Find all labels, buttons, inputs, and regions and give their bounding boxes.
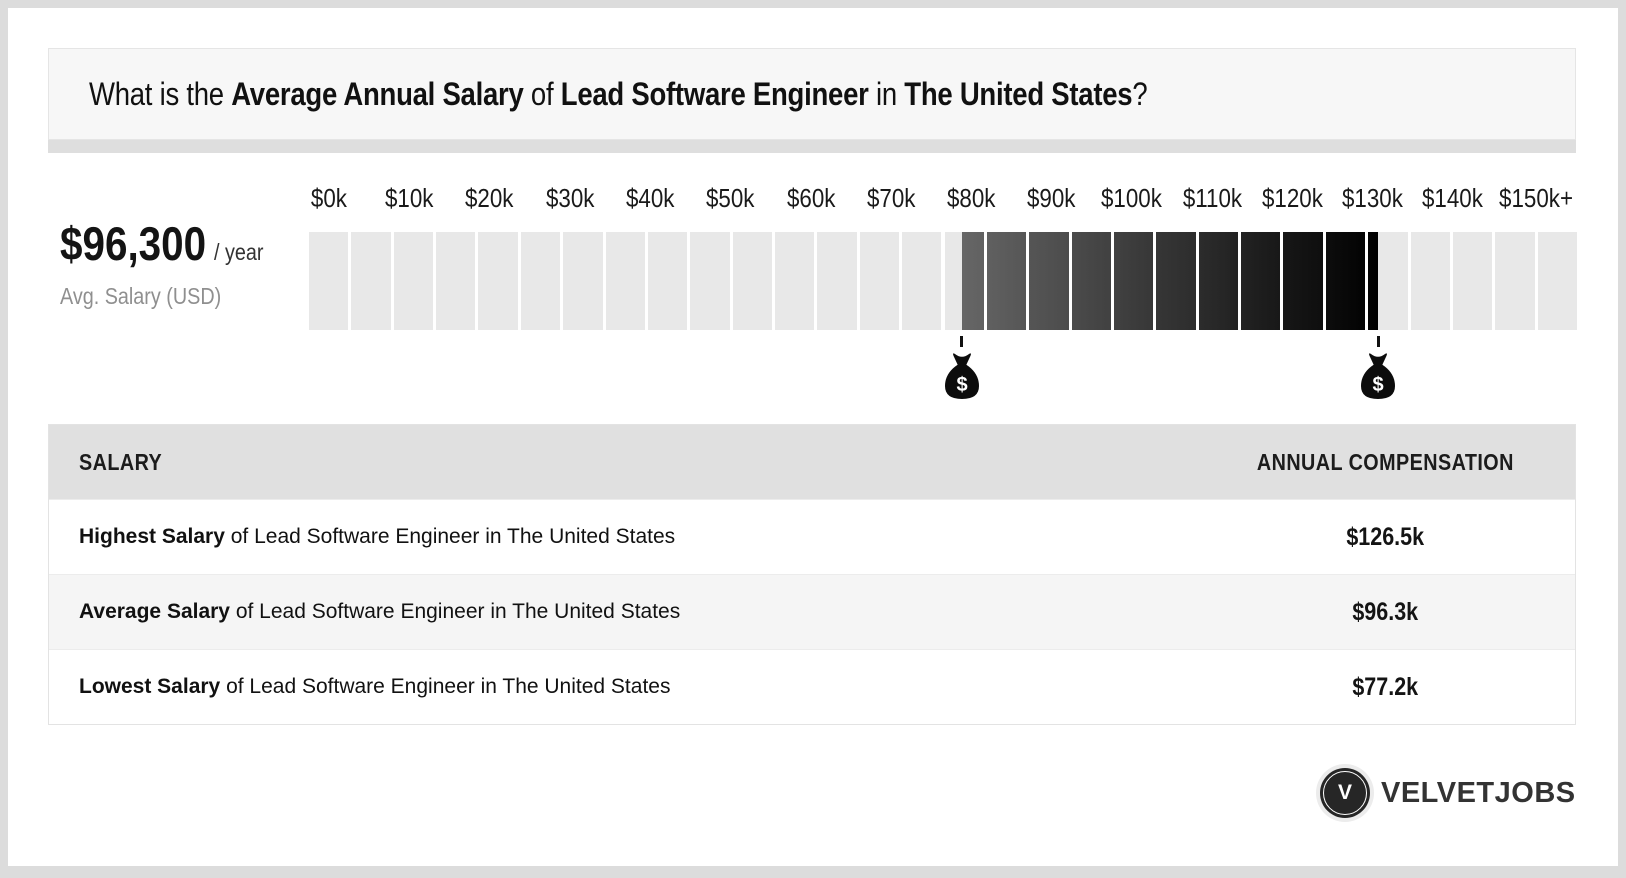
- title-segment: of: [523, 75, 561, 112]
- gauge-segment: [902, 232, 942, 330]
- row-value: $126.5k: [1346, 522, 1424, 551]
- axis-tick-label: $110k: [1182, 183, 1242, 213]
- row-label: Lowest Salary of Lead Software Engineer …: [79, 675, 671, 698]
- axis-tick-label: $120k: [1261, 183, 1323, 213]
- gauge-segment: [1283, 232, 1323, 330]
- gauge-highlight-segment: [1113, 232, 1154, 330]
- gauge-segment: [859, 232, 900, 330]
- gauge-segment: [817, 232, 857, 330]
- axis-tick-label: $80k: [946, 183, 996, 213]
- row-value: $77.2k: [1352, 672, 1418, 701]
- gauge-highlight-segment: [1071, 232, 1111, 330]
- marker-dash: [1376, 336, 1380, 347]
- gauge-axis-labels: $0k $10k $20k $30k $40k $50k $60k $70k $80k $90k $…: [289, 180, 1579, 214]
- axis-tick-label: $150k+: [1498, 183, 1573, 213]
- title-segment: The United States: [904, 75, 1133, 112]
- salary-table: SALARY ANNUAL COMPENSATION Highest Salar…: [48, 424, 1576, 725]
- marker-dash: [960, 336, 964, 347]
- axis-tick-label: $10k: [385, 183, 434, 213]
- page-title: What is the Average Annual Salary of Lea…: [89, 75, 1148, 113]
- money-bag-icon: $: [1361, 353, 1396, 399]
- axis-tick-label: $90k: [1027, 183, 1076, 213]
- axis-tick-label: $50k: [706, 183, 755, 213]
- gauge-segment: [563, 232, 603, 330]
- gauge-segment: [1537, 232, 1577, 330]
- gauge-segment: [1410, 232, 1450, 330]
- gauge-segment: [436, 232, 476, 330]
- gauge-segment: [351, 232, 391, 330]
- velvetjobs-wordmark: VELVETJOBS: [1381, 776, 1576, 809]
- gauge-segment: [1495, 232, 1535, 330]
- salary-marker: $: [942, 336, 982, 400]
- title-shadow-band: [48, 140, 1576, 153]
- gauge-segment: [605, 232, 645, 330]
- axis-tick-label: $140k: [1422, 183, 1484, 213]
- gauge-highlight-segment: [986, 232, 1027, 330]
- svg-text:$: $: [956, 374, 967, 396]
- gauge-highlight-segment: [1198, 232, 1239, 330]
- gauge-segment: [1325, 232, 1366, 330]
- gauge-highlight-segment: [1241, 232, 1281, 330]
- gauge-segment: [1071, 232, 1111, 330]
- annual-compensation-column-header: ANNUAL COMPENSATION: [1256, 448, 1514, 475]
- gauge-segment: [775, 232, 815, 330]
- title-box: What is the Average Annual Salary of Lea…: [48, 48, 1576, 140]
- gauge-segment: [1368, 232, 1408, 330]
- average-salary-caption: Avg. Salary (USD): [60, 283, 222, 309]
- axis-tick-label: $70k: [866, 183, 916, 213]
- title-segment: What is the: [89, 75, 232, 112]
- money-bag-icon: $: [944, 353, 979, 399]
- axis-tick-label: $20k: [465, 183, 514, 213]
- title-segment: in: [868, 75, 905, 112]
- gauge-segment: [1113, 232, 1154, 330]
- velvetjobs-monogram-icon: V: [1320, 768, 1370, 818]
- table-header-row: SALARY ANNUAL COMPENSATION: [49, 425, 1575, 499]
- salary-column-header: SALARY: [79, 448, 163, 475]
- salary-gauge-bar: [309, 232, 1577, 330]
- gauge-highlight-segment: [1156, 232, 1196, 330]
- velvetjobs-logo[interactable]: V VELVETJOBS: [1320, 768, 1576, 818]
- axis-tick-label: $40k: [625, 183, 675, 213]
- gauge-highlight-segment: [961, 232, 984, 330]
- gauge-segment: [1241, 232, 1281, 330]
- average-salary-summary: $96,300 / year Avg. Salary (USD): [60, 220, 310, 310]
- axis-tick-label: $60k: [786, 183, 835, 213]
- gauge-highlight-segment: [1325, 232, 1366, 330]
- axis-tick-label: $100k: [1101, 183, 1163, 213]
- gauge-highlight-segment: [1029, 232, 1069, 330]
- per-year-label: / year: [213, 239, 264, 265]
- monogram-letter: V: [1337, 781, 1352, 804]
- gauge-segment: [393, 232, 434, 330]
- axis-tick-label: $130k: [1342, 183, 1404, 213]
- gauge-segment: [520, 232, 561, 330]
- gauge-segment: [732, 232, 773, 330]
- gauge-segment: [986, 232, 1027, 330]
- gauge-segment: [1029, 232, 1069, 330]
- gauge-segment: [690, 232, 730, 330]
- gauge-segment: [478, 232, 518, 330]
- svg-text:$: $: [1373, 374, 1384, 396]
- salary-marker: $: [1358, 336, 1398, 400]
- average-salary-amount: $96,300: [60, 217, 207, 270]
- gauge-segment: [1156, 232, 1196, 330]
- gauge-segment: [647, 232, 688, 330]
- row-label: Average Salary of Lead Software Engineer…: [79, 600, 681, 623]
- gauge-segment: [944, 232, 984, 330]
- axis-tick-label: $0k: [311, 183, 348, 213]
- infographic-card: What is the Average Annual Salary of Lea…: [8, 8, 1618, 866]
- table-row: Average Salary of Lead Software Engineer…: [49, 574, 1575, 649]
- title-segment: Average Annual Salary: [231, 75, 524, 112]
- title-segment: Lead Software Engineer: [560, 75, 869, 112]
- title-segment: ?: [1132, 75, 1148, 112]
- gauge-segment: [1452, 232, 1493, 330]
- gauge-segment: [309, 232, 349, 330]
- gauge-highlight-segment: [1283, 232, 1323, 330]
- row-label: Highest Salary of Lead Software Engineer…: [79, 525, 676, 548]
- table-row: Highest Salary of Lead Software Engineer…: [49, 499, 1575, 574]
- table-row: Lowest Salary of Lead Software Engineer …: [49, 649, 1575, 724]
- gauge-segment: [1198, 232, 1239, 330]
- row-value: $96.3k: [1352, 597, 1418, 626]
- gauge-highlight-segment: [1368, 232, 1379, 330]
- axis-tick-label: $30k: [545, 183, 595, 213]
